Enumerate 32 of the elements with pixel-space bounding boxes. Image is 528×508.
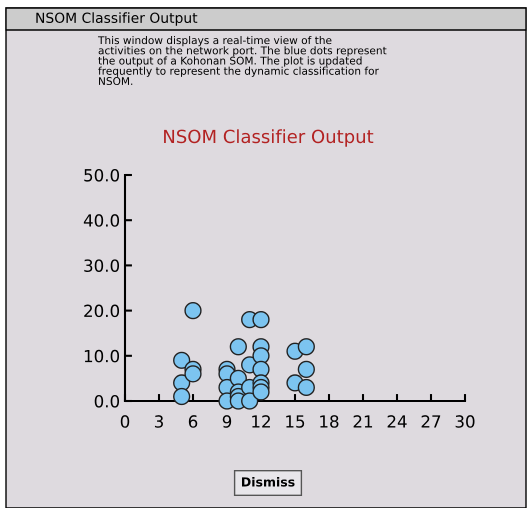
- x-tick-label: 30: [456, 415, 474, 428]
- x-tick-label: 27: [422, 415, 440, 428]
- chart-subtitle: This window displays a real-time view of the activities on the network port. The blue dots represent the output of a Kohonan SOM. The plot is updated frequently to represent the dynamic classification for NSOM.: [98, 36, 386, 86]
- point: [252, 311, 270, 328]
- x-tick-label: 15: [286, 415, 304, 428]
- y-tick-label: 10.0: [84, 350, 120, 362]
- point: [252, 383, 270, 401]
- text: NSOM Classifier Output: [36, 12, 198, 26]
- point: [184, 365, 202, 382]
- x-tick-label: 18: [320, 415, 338, 428]
- point: [184, 302, 202, 320]
- y-tick-label: 0.0: [94, 394, 120, 408]
- y-tick-label: 30.0: [84, 259, 120, 272]
- x-tick-label: 6: [188, 415, 198, 428]
- x-tick-label: 24: [388, 415, 407, 428]
- x-tick-label: 21: [354, 415, 372, 428]
- y-tick-label: 40.0: [84, 214, 120, 227]
- y-tick-label: 50.0: [84, 168, 120, 182]
- point: [230, 338, 247, 356]
- y-tick-label: 20.0: [84, 304, 120, 318]
- point: [298, 360, 315, 378]
- point: [173, 388, 190, 406]
- x-tick-label: 9: [222, 415, 232, 428]
- point: [173, 352, 190, 369]
- x-tick-label: 3: [154, 415, 163, 428]
- x-tick-label: 0: [120, 415, 130, 428]
- chart-title: NSOM Classifier Output: [164, 129, 374, 147]
- point: [298, 378, 315, 396]
- point: [298, 338, 315, 356]
- x-tick-label: 12: [252, 415, 270, 428]
- point: [241, 392, 258, 410]
- text: Dismiss: [242, 476, 295, 487]
